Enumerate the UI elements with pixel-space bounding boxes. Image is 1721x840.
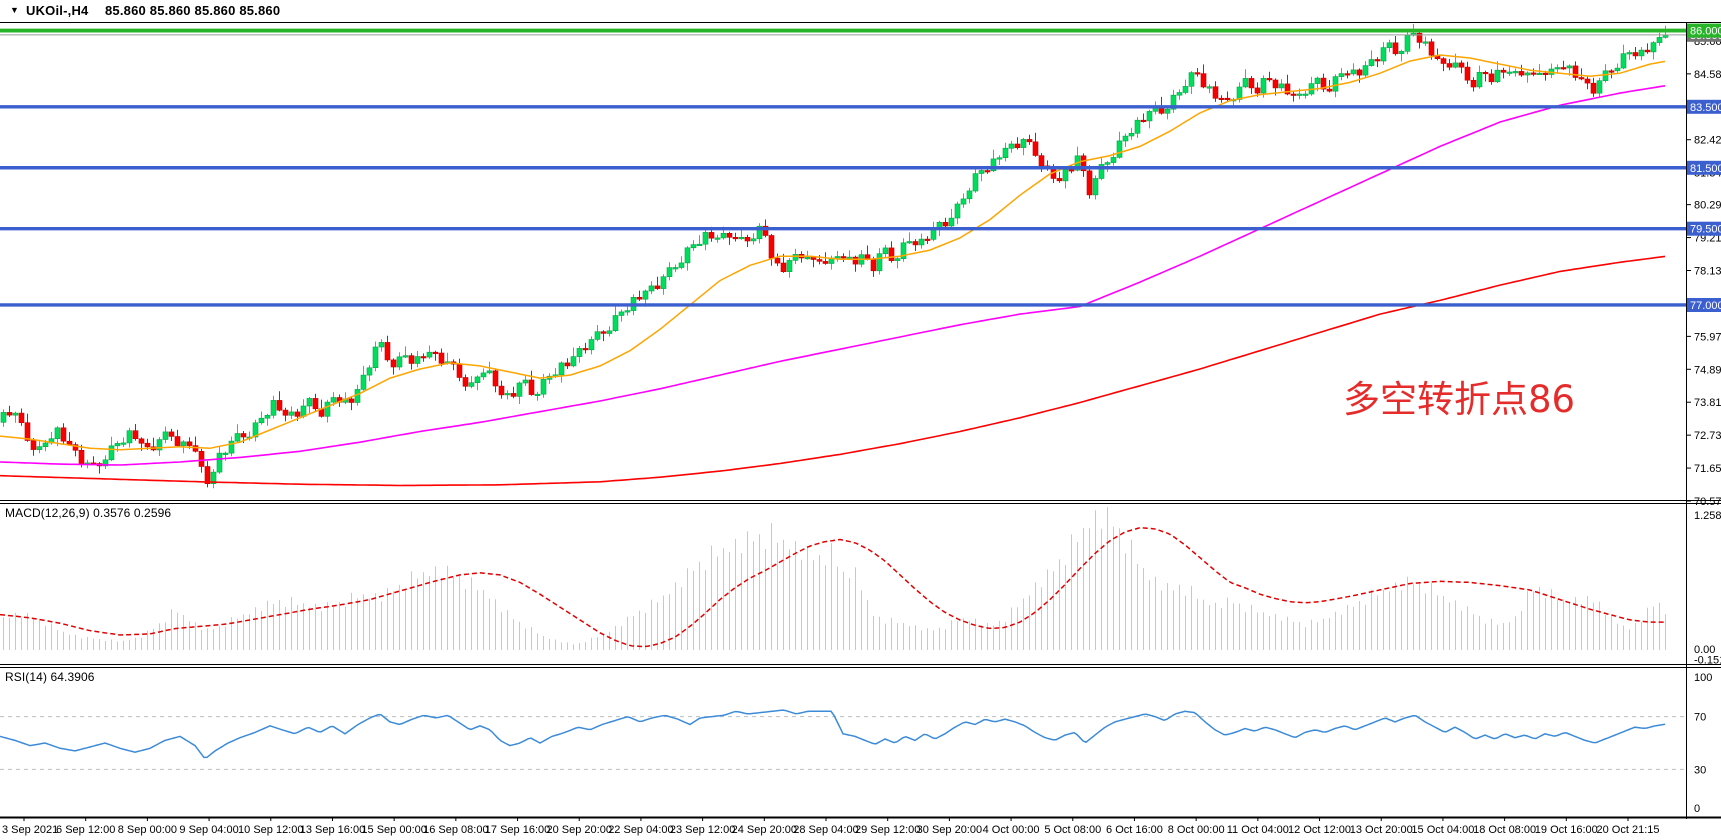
- time-axis-label: 13 Oct 20:00: [1350, 824, 1413, 836]
- scale-label: 100: [1694, 672, 1712, 684]
- price-badge-text: 77.000: [1690, 300, 1721, 312]
- time-axis-label: 6 Oct 16:00: [1106, 824, 1163, 836]
- price-tick-label: 70.570: [1694, 496, 1721, 508]
- price-badge-text: 79.500: [1690, 224, 1721, 236]
- time-axis-label: 13 Sep 16:00: [300, 824, 365, 836]
- time-axis-label: 15 Oct 04:00: [1411, 824, 1474, 836]
- time-axis-label: 30 Sep 20:00: [917, 824, 982, 836]
- scale-label: 30: [1694, 764, 1706, 776]
- time-axis-label: 5 Oct 08:00: [1044, 824, 1101, 836]
- rsi-name: RSI(14): [5, 670, 48, 684]
- macd-histogram: [3, 507, 1666, 650]
- rsi-panel-layer: [0, 709, 1686, 770]
- price-tick-label: 82.420: [1694, 135, 1721, 147]
- scale-label: 1.2585: [1694, 510, 1721, 522]
- price-tick-label: 84.580: [1694, 69, 1721, 81]
- price-badge-86.000: [1687, 23, 1721, 38]
- time-axis-label: 20 Oct 21:15: [1597, 824, 1660, 836]
- price-tick-label: 73.810: [1694, 397, 1721, 409]
- level-lines: [0, 28, 1686, 307]
- chart-titlebar: ▼ UKOil-,H4 85.860 85.860 85.860 85.860: [0, 0, 1721, 22]
- time-axis-label: 12 Oct 12:00: [1288, 824, 1351, 836]
- price-badge-79.500: [1687, 221, 1721, 236]
- time-axis-label: 4 Oct 00:00: [983, 824, 1040, 836]
- macd-indicator-label: MACD(12,26,9) 0.3576 0.2596: [5, 506, 171, 520]
- time-axis-label: 10 Sep 12:00: [238, 824, 303, 836]
- time-axis-label: 22 Sep 04:00: [608, 824, 673, 836]
- time-axis-label: 6 Sep 12:00: [56, 824, 115, 836]
- time-axis-label: 29 Sep 12:00: [855, 824, 920, 836]
- symbol-dropdown-icon[interactable]: ▼: [10, 5, 19, 15]
- time-axis-label: 19 Oct 16:00: [1535, 824, 1598, 836]
- time-axis-label: 24 Sep 20:00: [732, 824, 797, 836]
- time-axis-label: 20 Sep 20:00: [547, 824, 612, 836]
- price-tick-label: 78.130: [1694, 266, 1721, 278]
- indicator-scale-labels: 1.2585 0.00-0.1516 100 70 30 0: [1694, 510, 1721, 815]
- time-axis-label: 8 Oct 00:00: [1168, 824, 1225, 836]
- price-badge-81.500: [1687, 160, 1721, 175]
- time-axis-label: 11 Oct 04:00: [1227, 824, 1289, 836]
- time-axis-label: 9 Sep 04:00: [179, 824, 238, 836]
- price-tick-label: 80.290: [1694, 200, 1721, 212]
- price-badge-83.500: [1687, 99, 1721, 114]
- ma-mid-line: [0, 85, 1666, 466]
- time-axis-label: 17 Sep 16:00: [485, 824, 550, 836]
- panel-borders: [0, 0, 1721, 819]
- ohlc-quote-values: 85.860 85.860 85.860 85.860: [105, 3, 281, 18]
- macd-values: 0.3576 0.2596: [93, 506, 172, 520]
- time-axis-label: 18 Oct 08:00: [1473, 824, 1536, 836]
- price-badge-77.000: [1687, 298, 1721, 312]
- price-tick-label: 71.650: [1694, 463, 1721, 475]
- time-axis-label: 28 Sep 04:00: [793, 824, 858, 836]
- rsi-indicator-label: RSI(14) 64.3906: [5, 670, 95, 684]
- scale-label: -0.1516: [1694, 655, 1721, 667]
- rsi-value: 64.3906: [50, 670, 95, 684]
- time-axis-label: 3 Sep 2021: [2, 824, 58, 836]
- ma-slow-line: [0, 255, 1666, 487]
- moving-averages: [0, 54, 1666, 487]
- macd-name: MACD(12,26,9): [5, 506, 90, 520]
- time-axis-label: 15 Sep 00:00: [361, 824, 426, 836]
- price-tick-label: 75.970: [1694, 331, 1721, 343]
- scale-label: 0.00: [1694, 644, 1715, 656]
- time-axis-label: 8 Sep 00:00: [118, 824, 177, 836]
- price-badge-text: 86.000: [1690, 26, 1721, 38]
- ma-fast-line: [0, 54, 1666, 451]
- macd-signal-line: [0, 526, 1664, 648]
- scale-label: 0: [1694, 803, 1700, 815]
- price-tick-label: 74.890: [1694, 364, 1721, 376]
- candles-layer: [0, 24, 1669, 489]
- price-tick-label: 72.730: [1694, 430, 1721, 442]
- time-axis-label: 16 Sep 08:00: [423, 824, 488, 836]
- symbol-period-label: UKOil-,H4: [26, 3, 89, 18]
- price-badge-text: 81.500: [1690, 163, 1721, 175]
- scale-label: 70: [1694, 712, 1706, 724]
- price-badge-text: 83.500: [1690, 102, 1721, 114]
- annotation-text: 多空转折点86: [1343, 378, 1576, 421]
- rsi-line: [0, 709, 1666, 759]
- time-axis-label: 23 Sep 12:00: [670, 824, 735, 836]
